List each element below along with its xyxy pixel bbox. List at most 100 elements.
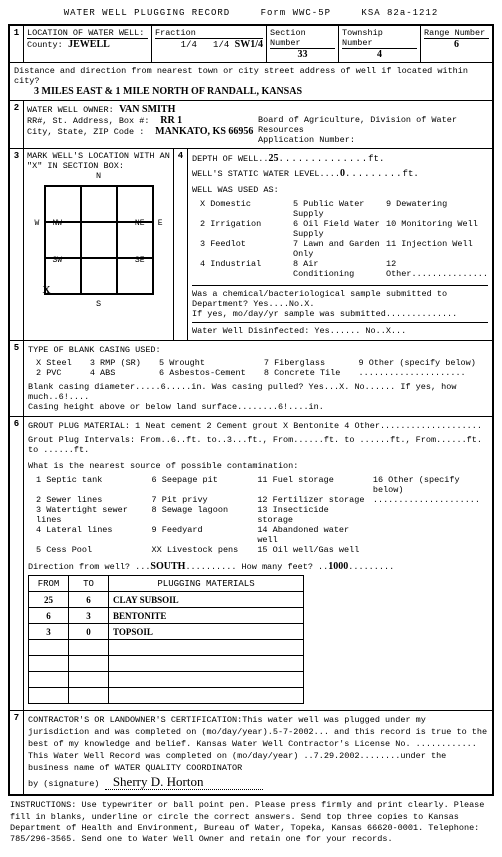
cell: 0	[69, 624, 109, 640]
casing-opt: 6 Asbestos-Cement	[159, 368, 250, 378]
c-e: E	[158, 219, 163, 228]
src-opt: 13 Insecticide storage	[257, 505, 365, 525]
cell: BENTONITE	[109, 608, 304, 624]
src-opt: 12 Fertilizer storage	[257, 495, 365, 505]
cell	[29, 688, 69, 704]
sec-7: 7	[10, 711, 24, 794]
src-opts: 1 Septic tank6 Seepage pit11 Fuel storag…	[36, 475, 480, 555]
township: 4	[342, 49, 417, 60]
table-row: 256CLAY SUBSOIL	[29, 592, 304, 608]
ksa: KSA 82a-1212	[361, 8, 438, 18]
src-opt: 2 Sewer lines	[36, 495, 144, 505]
used-lbl: WELL WAS USED AS:	[192, 185, 488, 195]
range: 6	[424, 39, 489, 50]
src-opt: 5 Cess Pool	[36, 545, 144, 555]
form-no: Form WWC-5P	[261, 8, 331, 18]
table-row	[29, 688, 304, 704]
c-sw: SW	[53, 256, 63, 265]
section: 33	[270, 49, 335, 60]
sig-lbl: by (signature)	[28, 779, 99, 789]
height: Casing height above or below land surfac…	[28, 402, 488, 412]
cell	[29, 672, 69, 688]
use-opt: X Domestic	[200, 199, 287, 219]
table-row: 30TOPSOIL	[29, 624, 304, 640]
src-opt: 11 Fuel storage	[257, 475, 365, 495]
use-opt: 2 Irrigation	[200, 219, 287, 239]
ft1: ft.	[368, 154, 384, 164]
disinf: Water Well Disinfected: Yes...... No..X.…	[192, 326, 488, 336]
dir-after: .......... How many feet? ..	[185, 562, 328, 572]
cell: 3	[69, 608, 109, 624]
src-opt	[373, 525, 480, 545]
cell: 25	[29, 592, 69, 608]
feet: 1000	[328, 561, 348, 572]
th-from: FROM	[29, 576, 69, 592]
cell: CLAY SUBSOIL	[109, 592, 304, 608]
table-row: 63BENTONITE	[29, 608, 304, 624]
county: JEWELL	[68, 39, 110, 50]
cell: 6	[69, 592, 109, 608]
src-opt: 16 Other (specify below)	[373, 475, 480, 495]
intervals: Grout Plug Intervals: From..6..ft. to..3…	[28, 435, 488, 455]
contam-lbl: What is the nearest source of possible c…	[28, 461, 488, 471]
use-opts: X Domestic 5 Public Water Supply 9 Dewater…	[200, 199, 488, 279]
chem: Was a chemical/bacteriological sample su…	[192, 289, 488, 309]
county-lbl: County:	[27, 40, 63, 50]
compass-s: S	[27, 299, 170, 309]
cell	[109, 640, 304, 656]
src-opt: 9 Feedyard	[152, 525, 250, 545]
fraction-lbl: Fraction	[155, 28, 263, 39]
casing-opt: 3 RMP (SR)	[90, 358, 145, 368]
casing-opt: 5 Wrought	[159, 358, 250, 368]
addr: RR 1	[160, 115, 182, 126]
src-opt	[373, 545, 480, 555]
casing-opt: 7 Fiberglass	[264, 358, 345, 368]
cell: 3	[29, 624, 69, 640]
casing-opt: .....................	[359, 368, 480, 378]
instructions: INSTRUCTIONS: Use typewriter or ball poi…	[8, 796, 494, 848]
compass-n: N	[27, 171, 170, 181]
q2: 1/4	[213, 40, 229, 50]
use-opt: 9 Dewatering	[386, 199, 488, 219]
csz: MANKATO, KS 66956	[155, 126, 253, 137]
use-opt: 10 Monitoring Well	[386, 219, 488, 239]
chem2: If yes, mo/day/yr sample was submitted..…	[192, 309, 488, 319]
app: Application Number:	[258, 135, 489, 145]
src-opt: 4 Lateral lines	[36, 525, 144, 545]
src-opt: 14 Abandoned water well	[257, 525, 365, 545]
use-opt: 12 Other...............	[386, 259, 488, 279]
use-opt: 5 Public Water Supply	[293, 199, 380, 219]
dots1: ..............	[279, 154, 369, 164]
dist-lbl: Distance and direction from nearest town…	[14, 66, 488, 86]
section-lbl: Section Number	[270, 28, 335, 49]
c-se: SE	[135, 256, 145, 265]
sec-1: 1	[10, 26, 24, 62]
src-opt: 7 Pit privy	[152, 495, 250, 505]
dir-lbl: Direction from well? ...	[28, 562, 150, 572]
c-w: W	[35, 219, 40, 228]
sec-3: 3	[10, 149, 24, 340]
src-opt: .....................	[373, 495, 480, 505]
casing-opt: 2 PVC	[36, 368, 76, 378]
casing-opts: X Steel3 RMP (SR)5 Wrought7 Fiberglass9 …	[36, 358, 480, 378]
use-opt: 8 Air Conditioning	[293, 259, 380, 279]
board: Board of Agriculture, Division of Water …	[258, 115, 489, 135]
src-opt: 8 Sewage lagoon	[152, 505, 250, 525]
sec-4: 4	[174, 149, 188, 340]
plug-table: FROMTOPLUGGING MATERIALS 256CLAY SUBSOIL…	[28, 575, 304, 704]
sec-2: 2	[10, 101, 24, 148]
use-opt: 11 Injection Well	[386, 239, 488, 259]
title: WATER WELL PLUGGING RECORD	[64, 8, 230, 18]
mark-lbl: MARK WELL'S LOCATION WITH AN "X" IN SECT…	[27, 151, 170, 171]
dist: 3 MILES EAST & 1 MILE NORTH OF RANDALL, …	[34, 86, 488, 97]
dir: SOUTH	[150, 561, 185, 572]
grout-lbl: GROUT PLUG MATERIAL: 1 Neat cement 2 Cem…	[28, 421, 488, 431]
x-mark: X	[43, 284, 51, 296]
src-opt: 3 Watertight sewer lines	[36, 505, 144, 525]
form-header: WATER WELL PLUGGING RECORD Form WWC-5P K…	[8, 8, 494, 18]
ft2: ft.	[403, 169, 419, 179]
use-opt: 4 Industrial	[200, 259, 287, 279]
casing-opt: 4 ABS	[90, 368, 145, 378]
use-opt: 6 Oil Field Water Supply	[293, 219, 380, 239]
use-opt: 3 Feedlot	[200, 239, 287, 259]
